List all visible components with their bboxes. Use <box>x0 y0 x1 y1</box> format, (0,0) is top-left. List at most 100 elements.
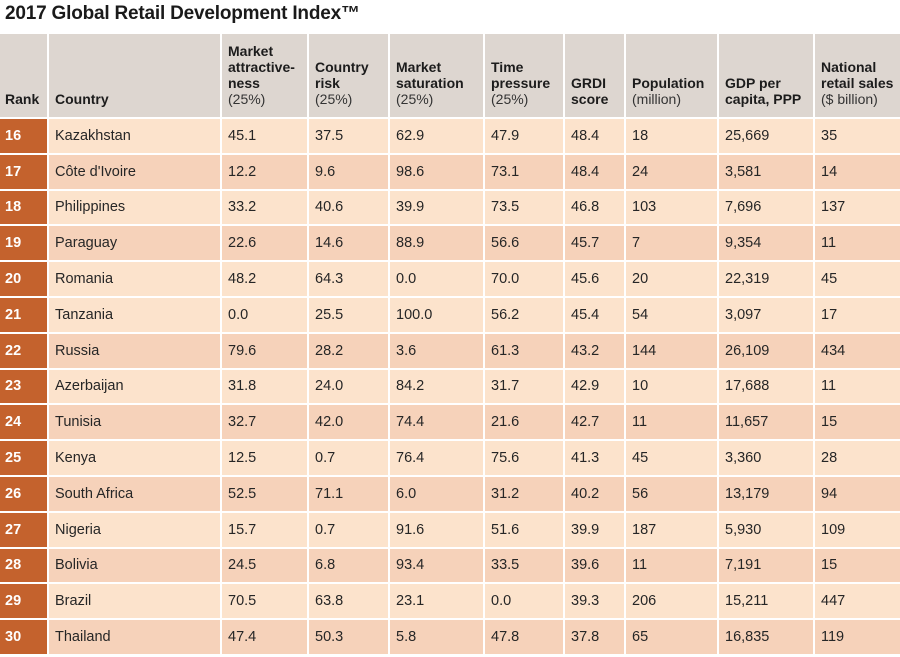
gdp-per-capita-cell: 11,657 <box>717 403 813 440</box>
header-rank: Rank <box>0 34 47 117</box>
country-cell: Kenya <box>47 439 220 475</box>
time-pressure-cell: 73.5 <box>483 188 563 225</box>
market-saturation-cell: 62.9 <box>388 117 483 153</box>
time-pressure-cell: 61.3 <box>483 331 563 368</box>
population-cell: 45 <box>624 439 717 475</box>
market-attractiveness-cell: 12.2 <box>220 152 307 189</box>
gdp-per-capita-cell: 25,669 <box>717 117 813 153</box>
gdp-per-capita-cell: 7,191 <box>717 546 813 583</box>
country-cell: Thailand <box>47 618 220 654</box>
time-pressure-cell: 47.9 <box>483 117 563 153</box>
population-cell: 11 <box>624 403 717 440</box>
national-retail-sales-cell: 11 <box>813 224 900 261</box>
time-pressure-cell: 31.2 <box>483 474 563 511</box>
table-row: 24 Tunisia 32.7 42.0 74.4 21.6 42.7 11 11,657 15 <box>0 403 900 440</box>
market-attractiveness-cell: 45.1 <box>220 117 307 153</box>
market-saturation-cell: 100.0 <box>388 295 483 332</box>
market-attractiveness-cell: 48.2 <box>220 260 307 296</box>
time-pressure-cell: 21.6 <box>483 403 563 440</box>
grdi-score-cell: 45.7 <box>563 224 624 261</box>
country-risk-cell: 50.3 <box>307 618 388 654</box>
country-risk-cell: 64.3 <box>307 260 388 296</box>
market-saturation-cell: 91.6 <box>388 510 483 547</box>
rank-cell: 20 <box>0 260 47 296</box>
market-attractiveness-cell: 33.2 <box>220 188 307 225</box>
population-cell: 10 <box>624 367 717 404</box>
country-cell: Russia <box>47 331 220 368</box>
market-attractiveness-cell: 47.4 <box>220 618 307 654</box>
market-saturation-cell: 6.0 <box>388 474 483 511</box>
time-pressure-cell: 73.1 <box>483 152 563 189</box>
grdi-score-cell: 48.4 <box>563 117 624 153</box>
rank-cell: 28 <box>0 546 47 583</box>
market-attractiveness-cell: 31.8 <box>220 367 307 404</box>
rank-cell: 27 <box>0 510 47 547</box>
rank-cell: 23 <box>0 367 47 404</box>
rank-cell: 16 <box>0 117 47 153</box>
market-attractiveness-cell: 22.6 <box>220 224 307 261</box>
population-cell: 144 <box>624 331 717 368</box>
grdi-score-cell: 46.8 <box>563 188 624 225</box>
grdi-score-cell: 39.3 <box>563 582 624 619</box>
time-pressure-cell: 33.5 <box>483 546 563 583</box>
gdp-per-capita-cell: 9,354 <box>717 224 813 261</box>
country-risk-cell: 42.0 <box>307 403 388 440</box>
table-row: 27 Nigeria 15.7 0.7 91.6 51.6 39.9 187 5,930 109 <box>0 510 900 547</box>
national-retail-sales-cell: 11 <box>813 367 900 404</box>
national-retail-sales-cell: 137 <box>813 188 900 225</box>
market-attractiveness-cell: 12.5 <box>220 439 307 475</box>
population-cell: 24 <box>624 152 717 189</box>
gdp-per-capita-cell: 3,581 <box>717 152 813 189</box>
market-saturation-cell: 74.4 <box>388 403 483 440</box>
table-row: 30 Thailand 47.4 50.3 5.8 47.8 37.8 65 16,835 119 <box>0 618 900 654</box>
country-risk-cell: 28.2 <box>307 331 388 368</box>
header-national-retail-sales: National retail sales ($ billion) <box>813 34 900 117</box>
national-retail-sales-cell: 28 <box>813 439 900 475</box>
market-attractiveness-cell: 32.7 <box>220 403 307 440</box>
grdi-score-cell: 42.9 <box>563 367 624 404</box>
country-risk-cell: 24.0 <box>307 367 388 404</box>
country-cell: Brazil <box>47 582 220 619</box>
rank-cell: 17 <box>0 152 47 189</box>
country-cell: Philippines <box>47 188 220 225</box>
national-retail-sales-cell: 17 <box>813 295 900 332</box>
rank-cell: 24 <box>0 403 47 440</box>
country-cell: Côte d'Ivoire <box>47 152 220 189</box>
gdp-per-capita-cell: 3,097 <box>717 295 813 332</box>
population-cell: 56 <box>624 474 717 511</box>
country-risk-cell: 0.7 <box>307 439 388 475</box>
header-country-risk: Country risk (25%) <box>307 34 388 117</box>
grdi-score-cell: 37.8 <box>563 618 624 654</box>
table-row: 25 Kenya 12.5 0.7 76.4 75.6 41.3 45 3,360 28 <box>0 439 900 475</box>
national-retail-sales-cell: 14 <box>813 152 900 189</box>
population-cell: 187 <box>624 510 717 547</box>
country-cell: Azerbaijan <box>47 367 220 404</box>
table-row: 18 Philippines 33.2 40.6 39.9 73.5 46.8 103 7,69… <box>0 188 900 225</box>
table-row: 21 Tanzania 0.0 25.5 100.0 56.2 45.4 54 3,097 17 <box>0 295 900 332</box>
table-row: 16 Kazakhstan 45.1 37.5 62.9 47.9 48.4 18 25,669… <box>0 117 900 153</box>
table-row: 22 Russia 79.6 28.2 3.6 61.3 43.2 144 26,109 434 <box>0 331 900 368</box>
time-pressure-cell: 0.0 <box>483 582 563 619</box>
country-risk-cell: 63.8 <box>307 582 388 619</box>
header-time-pressure: Time pressure (25%) <box>483 34 563 117</box>
country-risk-cell: 6.8 <box>307 546 388 583</box>
market-saturation-cell: 76.4 <box>388 439 483 475</box>
market-attractiveness-cell: 15.7 <box>220 510 307 547</box>
grdi-score-cell: 39.9 <box>563 510 624 547</box>
national-retail-sales-cell: 35 <box>813 117 900 153</box>
gdp-per-capita-cell: 17,688 <box>717 367 813 404</box>
time-pressure-cell: 56.6 <box>483 224 563 261</box>
header-grdi-score: GRDI score <box>563 34 624 117</box>
country-risk-cell: 0.7 <box>307 510 388 547</box>
rank-cell: 26 <box>0 474 47 511</box>
grdi-score-cell: 42.7 <box>563 403 624 440</box>
grdi-score-cell: 45.6 <box>563 260 624 296</box>
page-title: 2017 Global Retail Development Index™ <box>5 3 360 24</box>
market-saturation-cell: 23.1 <box>388 582 483 619</box>
header-country: Country <box>47 34 220 117</box>
country-cell: Romania <box>47 260 220 296</box>
market-saturation-cell: 88.9 <box>388 224 483 261</box>
table-row: 26 South Africa 52.5 71.1 6.0 31.2 40.2 56 13,17… <box>0 474 900 511</box>
country-risk-cell: 40.6 <box>307 188 388 225</box>
gdp-per-capita-cell: 7,696 <box>717 188 813 225</box>
